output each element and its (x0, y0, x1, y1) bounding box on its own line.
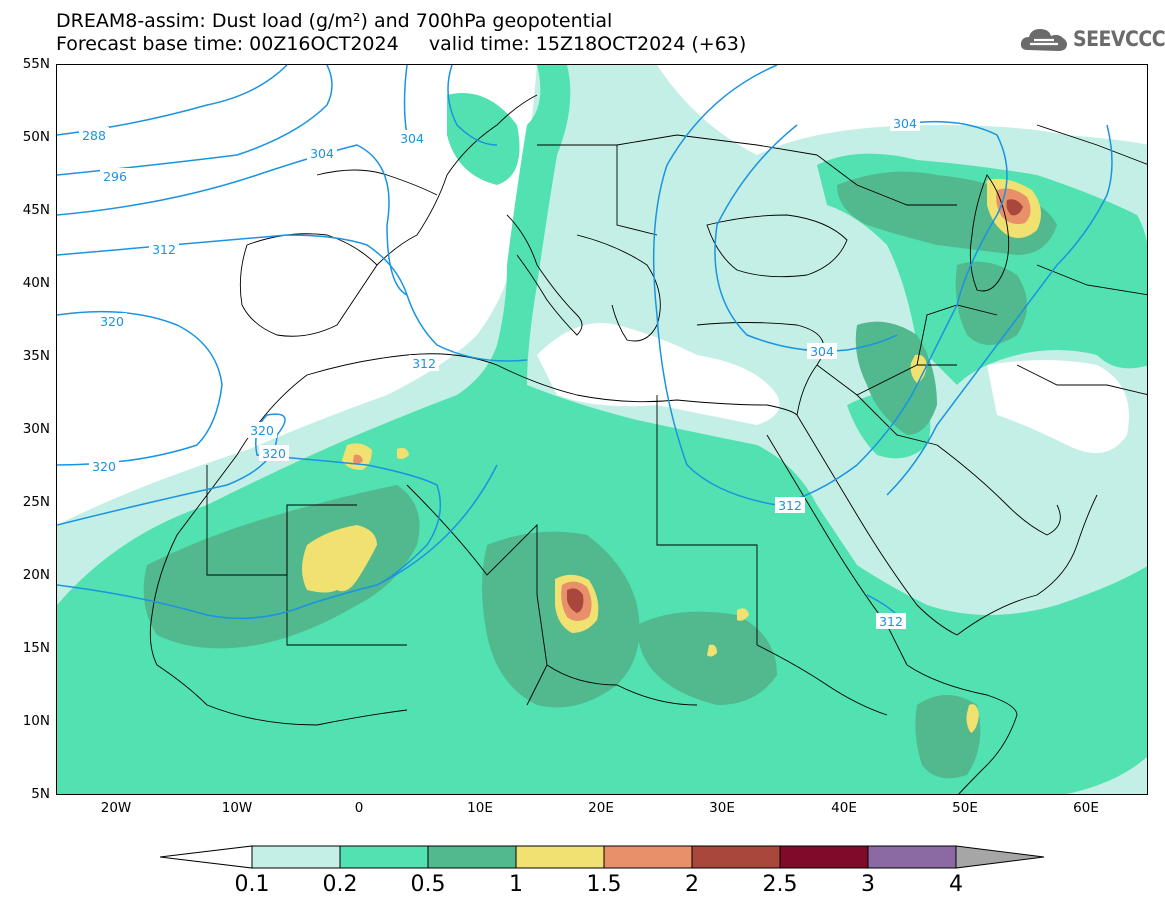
colorbar-swatch (339, 845, 429, 869)
colorbar-swatch (867, 845, 957, 869)
colorbar-tick: 0.1 (234, 872, 270, 897)
colorbar-tick: 3 (861, 872, 875, 897)
contour-label: 312 (778, 498, 802, 513)
contour-label: 312 (412, 356, 436, 371)
lat-label: 35N (22, 348, 50, 364)
contour-label: 288 (82, 128, 106, 143)
lon-label: 10E (467, 800, 493, 816)
lat-label: 25N (22, 494, 50, 510)
colorbar-tick: 2.5 (762, 872, 798, 897)
colorbar-swatch (515, 845, 605, 869)
lat-label: 10N (22, 713, 50, 729)
geopotential-contours (57, 65, 1113, 623)
contour-labels: 288 296 304 304 312 312 320 320 320 320 … (79, 115, 920, 629)
chart-title: DREAM8-assim: Dust load (g/m²) and 700hP… (56, 10, 613, 32)
lon-label: 20E (588, 800, 614, 816)
lat-label: 45N (22, 202, 50, 218)
lat-label: 15N (22, 640, 50, 656)
logo: SEEVCCC (1018, 24, 1165, 54)
lon-label: 0 (354, 800, 364, 816)
colorbar-swatch (427, 845, 517, 869)
lat-label: 55N (22, 56, 50, 72)
contour-label: 320 (100, 314, 124, 329)
lat-label: 5N (31, 786, 50, 802)
dust-map: 288 296 304 304 312 312 320 320 320 320 … (57, 65, 1147, 794)
contour-label: 304 (893, 116, 917, 131)
contour-label: 304 (810, 344, 834, 359)
colorbar-lower-triangle (160, 845, 253, 869)
lat-label: 40N (22, 275, 50, 291)
lon-label: 50E (952, 800, 978, 816)
contour-label: 296 (103, 169, 127, 184)
contour-label: 320 (250, 423, 274, 438)
colorbar-tick: 4 (949, 872, 963, 897)
colorbar-tick: 0.5 (410, 872, 446, 897)
contour-label: 320 (262, 446, 286, 461)
colorbar-tick: 0.2 (322, 872, 358, 897)
contour-label: 304 (310, 146, 334, 161)
colorbar (160, 845, 1045, 869)
lon-label: 30E (709, 800, 735, 816)
contour-label: 304 (400, 131, 424, 146)
lat-label: 50N (22, 129, 50, 145)
colorbar-upper-triangle (955, 845, 1045, 869)
dust-level-2 (567, 199, 1023, 613)
lon-label: 40E (831, 800, 857, 816)
lon-label: 20W (100, 800, 132, 816)
chart-subtitle: Forecast base time: 00Z16OCT2024 valid t… (56, 33, 747, 55)
colorbar-swatch (251, 845, 341, 869)
map-area: 288 296 304 304 312 312 320 320 320 320 … (56, 64, 1148, 795)
contour-label: 312 (152, 242, 176, 257)
colorbar-swatch (779, 845, 869, 869)
country-borders (149, 94, 1147, 794)
contour-label: 312 (879, 614, 903, 629)
lon-label: 60E (1073, 800, 1099, 816)
colorbar-tick: 1.5 (586, 872, 622, 897)
lat-label: 20N (22, 567, 50, 583)
logo-text: SEEVCCC (1073, 27, 1165, 51)
colorbar-swatch (691, 845, 781, 869)
lat-label: 30N (22, 421, 50, 437)
colorbar-tick: 1 (509, 872, 523, 897)
cloud-icon (1020, 29, 1067, 51)
colorbar-swatch (603, 845, 693, 869)
contour-label: 320 (92, 459, 116, 474)
lon-label: 10W (221, 800, 253, 816)
colorbar-tick: 2 (685, 872, 699, 897)
